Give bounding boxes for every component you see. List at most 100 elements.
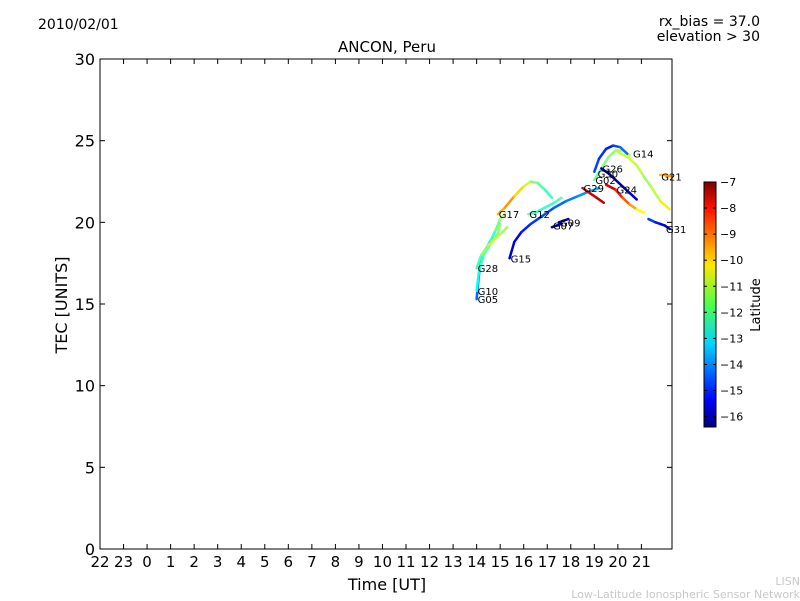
x-tick-label: 8 xyxy=(331,553,341,571)
series-label-g09: G09 xyxy=(560,218,580,229)
series-g30 xyxy=(593,144,629,173)
series-segment xyxy=(604,183,617,191)
series-segment xyxy=(581,186,591,195)
series-segment xyxy=(604,144,615,151)
elevation-label: elevation > 30 xyxy=(656,29,760,45)
series-segment xyxy=(494,230,504,240)
colorbar-tick-label: −15 xyxy=(720,385,743,398)
colorbar-tick-label: −9 xyxy=(720,228,736,241)
series-segment xyxy=(600,167,610,175)
series-g29 xyxy=(581,186,605,204)
x-tick-label: 12 xyxy=(420,553,439,571)
series-g31 xyxy=(647,217,671,231)
y-tick-label: 10 xyxy=(75,377,95,396)
series-layer xyxy=(475,144,674,301)
series-g12 xyxy=(527,196,563,216)
series-label-g28: G28 xyxy=(478,264,498,275)
colorbar-tick-label: −10 xyxy=(720,254,743,267)
series-segment xyxy=(618,145,629,155)
series-segment xyxy=(658,199,671,211)
series-g26 xyxy=(600,167,638,201)
series-label-g10: G10 xyxy=(478,287,498,298)
series-segment xyxy=(647,217,657,224)
x-tick-label: 20 xyxy=(608,553,627,571)
series-segment xyxy=(553,196,563,204)
series-label-g24: G24 xyxy=(617,186,637,197)
series-segment xyxy=(489,229,497,242)
series-g15 xyxy=(508,186,601,260)
series-g28 xyxy=(475,225,509,270)
series-segment xyxy=(595,196,605,204)
series-segment xyxy=(494,217,502,232)
series-label-g29: G29 xyxy=(584,184,604,195)
series-segment xyxy=(553,199,568,209)
series-g17 xyxy=(496,180,554,216)
series-segment xyxy=(593,157,601,173)
series-label-g15: G15 xyxy=(511,254,531,265)
x-axis: 22 23 0 1 2 3 4 5 6 7 8 9 10 11 12 13 14 15 16 17 18 19 20 21 xyxy=(90,59,651,571)
y-tick-label: 30 xyxy=(75,50,95,69)
x-tick-label: 7 xyxy=(307,553,317,571)
series-segment xyxy=(508,240,516,260)
series-segment xyxy=(503,194,516,209)
y-tick-label: 25 xyxy=(75,132,95,151)
series-segment xyxy=(513,185,525,198)
series-segment xyxy=(498,212,507,221)
series-segment xyxy=(522,180,533,188)
series-g24 xyxy=(604,183,646,214)
series-segment xyxy=(663,173,674,178)
series-segment xyxy=(642,175,653,188)
series-segment xyxy=(564,194,580,203)
series-g14 xyxy=(616,150,671,211)
series-segment xyxy=(487,237,497,247)
colorbar-tick-label: −16 xyxy=(720,411,743,424)
colorbar-tick-label: −11 xyxy=(720,280,743,293)
x-tick-label: 5 xyxy=(260,553,270,571)
series-label-g31: G31 xyxy=(666,225,686,236)
x-tick-label: 11 xyxy=(396,553,415,571)
series-label-g14: G14 xyxy=(633,150,653,161)
series-segment xyxy=(480,243,490,257)
series-segment xyxy=(621,196,631,206)
x-tick-label: 21 xyxy=(632,553,651,571)
x-tick-label: 10 xyxy=(373,553,392,571)
series-segment xyxy=(496,222,502,236)
colorbar-tick-label: −14 xyxy=(720,358,743,371)
date-label: 2010/02/01 xyxy=(38,17,119,33)
y-tick-label: 0 xyxy=(85,540,95,559)
x-tick-label: 4 xyxy=(236,553,246,571)
y-axis: 0 5 10 15 20 25 30 xyxy=(75,50,672,559)
series-g07 xyxy=(550,222,563,229)
series-segment xyxy=(635,163,646,178)
rx-bias-label: rx_bias = 37.0 xyxy=(658,14,760,30)
y-tick-label: 5 xyxy=(85,458,95,477)
series-segment xyxy=(593,167,603,182)
x-tick-label: 18 xyxy=(561,553,580,571)
series-segment xyxy=(513,230,523,244)
colorbar-tick-label: −7 xyxy=(720,176,736,189)
series-segment xyxy=(496,206,507,216)
series-segment xyxy=(635,208,646,214)
series-segment xyxy=(529,214,544,226)
x-tick-label: 0 xyxy=(142,553,152,571)
x-tick-label: 19 xyxy=(585,553,604,571)
series-label-g07: G07 xyxy=(553,222,573,233)
series-label-g17: G17 xyxy=(499,210,519,221)
x-tick-label: 9 xyxy=(354,553,364,571)
chart-title: ANCON, Peru xyxy=(338,38,436,56)
x-tick-label: 17 xyxy=(538,553,557,571)
plot-frame xyxy=(99,58,673,550)
colorbar-label: Latitude xyxy=(749,278,764,332)
y-tick-label: 20 xyxy=(75,213,95,232)
series-segment xyxy=(614,188,624,200)
series-segment xyxy=(541,206,556,218)
x-tick-label: 23 xyxy=(114,553,133,571)
colorbar-tick-label: −12 xyxy=(720,306,743,319)
series-segment xyxy=(536,181,547,191)
series-segment xyxy=(600,155,610,170)
colorbar-ticks: −7 −8 −9 −10 −11 −12 −13 −14 −15 −16 xyxy=(704,176,743,424)
series-segment xyxy=(520,222,533,234)
series-segment xyxy=(616,150,629,159)
series-label-g30: G30 xyxy=(598,169,618,180)
